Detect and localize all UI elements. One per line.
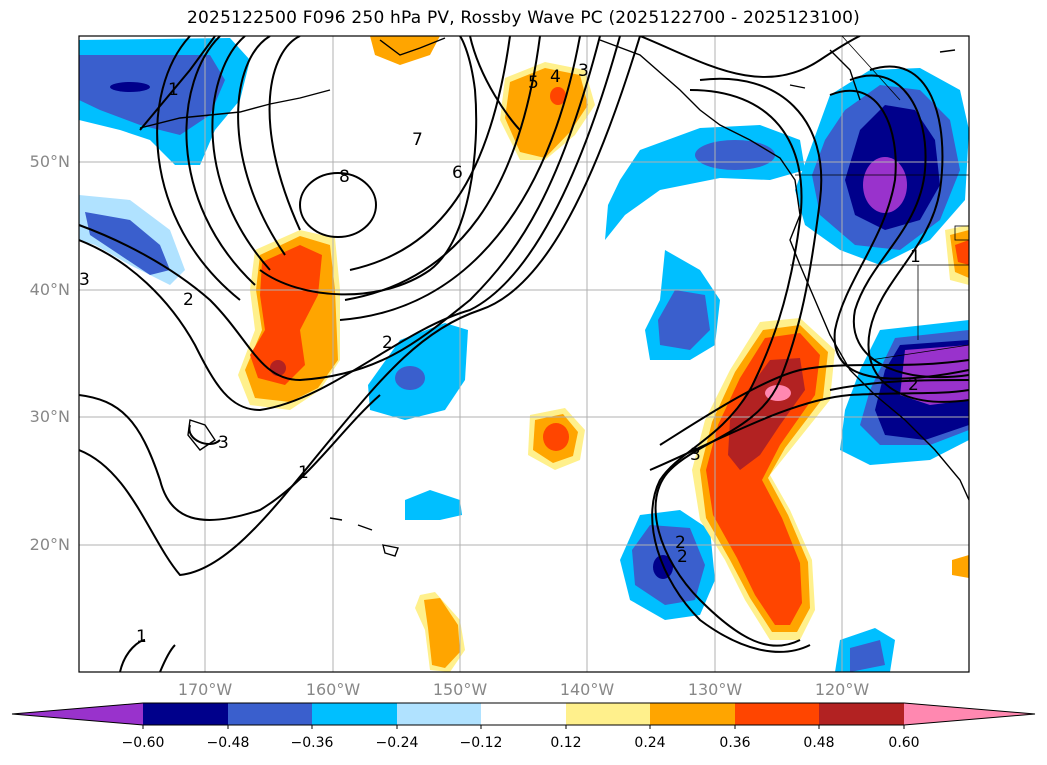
contour-label: 3 (79, 270, 90, 290)
contour-label: 4 (550, 67, 561, 87)
colorbar-segment (312, 703, 397, 725)
contour-label: 8 (339, 167, 350, 187)
colorbar-extend-high (904, 703, 1035, 725)
coastlines (139, 37, 969, 557)
shade-nw-mid (79, 55, 225, 135)
colorbar-segment (228, 703, 312, 725)
lat-label-50n: 50°N (29, 152, 70, 171)
colorbar-segment (735, 703, 819, 725)
shade-se-edge (952, 555, 969, 578)
shade-alaska-orange (370, 36, 440, 65)
shade-goa-mid (695, 140, 775, 170)
colorbar-tick-label: 0.24 (634, 735, 666, 751)
lon-label-170w: 170°W (177, 680, 233, 699)
lat-label-20n: 20°N (29, 535, 70, 554)
lon-label-160w: 160°W (305, 680, 361, 699)
colorbar-segment (143, 703, 228, 725)
shade-ep-dark (728, 358, 805, 470)
contour-label: 2 (908, 375, 919, 395)
shade-mid-mid (658, 290, 710, 350)
contour-label: 1 (910, 247, 921, 267)
colorbar-tick-label: 0.36 (719, 735, 751, 751)
shade-cp-mid (395, 366, 425, 390)
shade-sp-orange (424, 598, 460, 668)
lon-label-130w: 130°W (687, 680, 743, 699)
contour-label: 2 (183, 290, 194, 310)
contour-label: 1 (136, 627, 147, 647)
colorbar-tick-label: 0.12 (550, 735, 582, 751)
contour-label: 1 (168, 80, 179, 100)
lat-label-40n: 40°N (29, 280, 70, 299)
colorbar-segment (566, 703, 650, 725)
contour-label: 1 (298, 463, 309, 483)
pv-contours (79, 36, 969, 672)
lon-label-140w: 140°W (559, 680, 615, 699)
contour-label: 6 (452, 163, 463, 183)
shade-cp-pos-red (250, 245, 322, 385)
shade-hawaii (405, 490, 462, 520)
colorbar (11, 702, 1036, 729)
colorbar-tick-label: 0.48 (803, 735, 835, 751)
shade-w-mid (85, 212, 170, 275)
shade-cp-pos-dark (270, 360, 286, 376)
colorbar-tick-label: −0.24 (375, 735, 419, 751)
contour-label: 2 (677, 547, 688, 567)
colorbar-tick-label: −0.36 (290, 735, 334, 751)
contour-label: 7 (412, 130, 423, 150)
colorbar-tick-label: −0.12 (459, 735, 503, 751)
shade-se-mid (850, 640, 885, 672)
lat-label-30n: 30°N (29, 407, 70, 426)
colorbar-segment (397, 703, 481, 725)
shade-pnw-core (863, 157, 907, 213)
lon-label-150w: 150°W (432, 680, 488, 699)
colorbar-segment (819, 703, 904, 725)
contour-label: 3 (218, 433, 229, 453)
colorbar-segment (481, 703, 566, 725)
contour-label: 3 (578, 61, 589, 81)
gridlines (79, 36, 969, 672)
negative-anomaly-shading (79, 38, 969, 672)
colorbar-segment (650, 703, 735, 725)
colorbar-extend-low (12, 703, 143, 725)
contour-label: 2 (675, 533, 686, 553)
colorbar-tick-label: −0.48 (206, 735, 250, 751)
map-frame (78, 35, 970, 673)
colorbar-tick-label: −0.60 (121, 735, 165, 751)
shade-nw-dark (110, 82, 150, 92)
lon-label-120w: 120°W (814, 680, 870, 699)
contour-labels: 1 8 7 6 5 4 3 2 2 3 1 3 2 2 1 3 1 2 (79, 61, 921, 647)
shade-e-edge-red (955, 240, 969, 265)
contour-label: 5 (528, 73, 539, 93)
map-title: 2025122500 F096 250 hPa PV, Rossby Wave … (187, 8, 860, 28)
shade-goa-w-red (550, 87, 566, 105)
contour-label: 2 (382, 333, 393, 353)
shade-small-red (543, 423, 569, 451)
contour-label: 3 (690, 445, 701, 465)
colorbar-tick-label: 0.60 (888, 735, 920, 751)
